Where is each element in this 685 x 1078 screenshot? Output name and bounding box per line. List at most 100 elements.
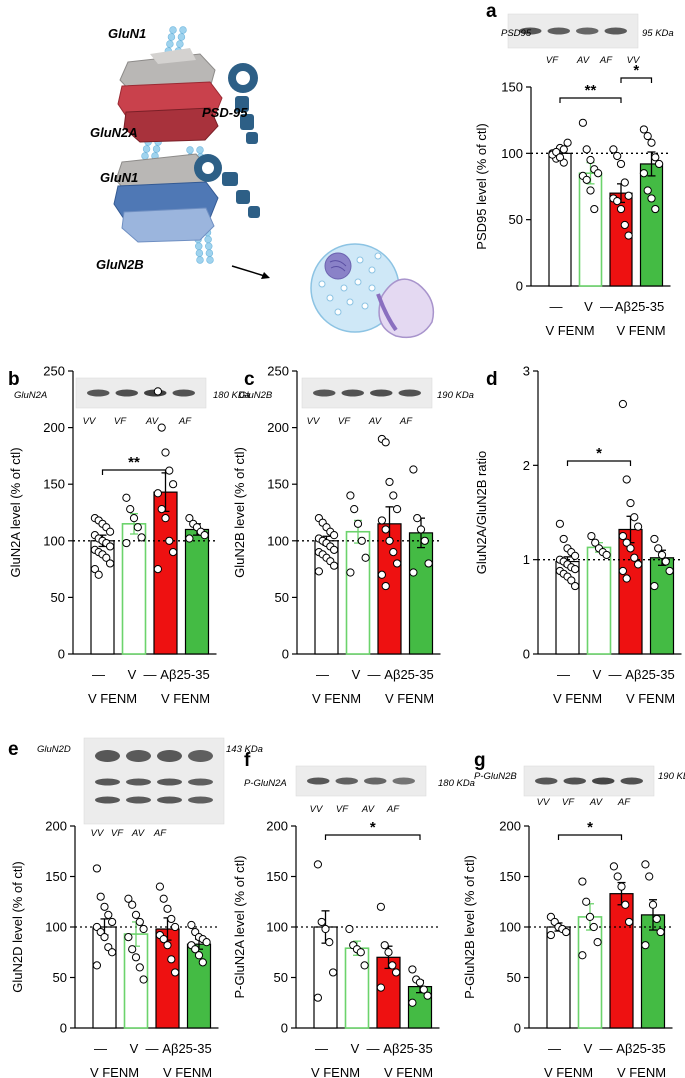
blot-lane-label: VF xyxy=(114,416,127,427)
data-point xyxy=(587,531,596,541)
significance-label: * xyxy=(587,819,593,836)
y-tick-label: 150 xyxy=(266,869,288,884)
data-point xyxy=(167,955,176,964)
data-point xyxy=(161,514,170,523)
blot-protein-label: P-GluN2A xyxy=(244,778,287,789)
y-tick-label: 0 xyxy=(58,647,65,662)
blot-protein-label: GluN2B xyxy=(239,390,273,401)
x-cond-row1-label: — xyxy=(548,1041,561,1056)
x-cond-row2-right: V FENM xyxy=(384,1065,433,1078)
y-tick-label: 50 xyxy=(274,970,288,985)
panel-e: e GluN2D 143 KDa VV VF AV AF 0 50 100 150 200 GluN2D… xyxy=(8,737,263,1078)
x-cond-row2-left: V FENM xyxy=(545,323,594,338)
data-point xyxy=(380,941,389,950)
membrane-bead xyxy=(206,256,214,264)
data-point xyxy=(582,175,591,184)
data-point xyxy=(346,491,355,500)
panel-label: g xyxy=(474,750,486,771)
x-cond-row1-label: — xyxy=(316,667,329,682)
membrane-bead xyxy=(205,249,214,257)
data-point xyxy=(171,968,180,977)
blot-band xyxy=(126,796,151,804)
data-point xyxy=(643,186,652,195)
data-point xyxy=(594,169,603,178)
y-tick-label: 200 xyxy=(266,819,288,834)
data-point xyxy=(321,924,330,934)
data-point xyxy=(609,862,619,871)
data-point xyxy=(647,138,656,147)
data-point xyxy=(350,505,359,514)
data-point xyxy=(194,951,204,960)
membrane-bead xyxy=(166,40,174,48)
data-point xyxy=(590,204,599,214)
y-tick-label: 50 xyxy=(275,590,289,605)
data-point xyxy=(415,978,425,987)
blot-lane-label: VV xyxy=(627,55,641,66)
blot-band xyxy=(335,777,358,785)
bar xyxy=(344,947,370,1029)
synapse-icon xyxy=(310,243,435,339)
data-point xyxy=(559,145,568,154)
data-point xyxy=(161,448,170,457)
panel-label: f xyxy=(244,750,251,771)
data-point xyxy=(630,513,639,522)
data-point xyxy=(139,924,148,934)
data-point xyxy=(137,533,146,542)
data-point xyxy=(622,574,631,583)
panel-f: f P-GluN2A 180 KDa VV VF AV AF 0 50 100 150 200 P-Gl… xyxy=(232,750,475,1078)
significance-label: ** xyxy=(128,454,140,471)
data-point xyxy=(313,993,322,1002)
blot-lane-label: AF xyxy=(399,416,413,427)
membrane-bead xyxy=(195,242,203,250)
blot-lane-label: VV xyxy=(91,828,105,839)
data-point xyxy=(94,570,103,579)
x-cond-row1-label: V xyxy=(593,667,602,682)
data-point xyxy=(314,567,323,576)
blot-band xyxy=(188,796,213,804)
blot-lane-label: AV xyxy=(145,416,160,427)
bar xyxy=(92,926,117,1029)
blot-protein-label: PSD95 xyxy=(501,28,532,39)
blot-band xyxy=(519,27,542,35)
significance-bracket xyxy=(566,460,632,466)
data-point xyxy=(655,159,664,169)
y-tick-label: 150 xyxy=(501,80,523,95)
data-point xyxy=(124,933,133,942)
data-point xyxy=(163,904,172,913)
x-cond-row1-label: — xyxy=(92,667,105,682)
data-point xyxy=(582,145,591,154)
significance-label: * xyxy=(370,819,376,836)
data-point xyxy=(613,151,622,161)
x-cond-row1-label: Aβ25-35 xyxy=(160,667,209,682)
data-point xyxy=(92,864,102,873)
blot-band xyxy=(576,27,599,35)
data-point xyxy=(353,519,363,528)
x-cond-row2-left: V FENM xyxy=(88,691,137,706)
x-cond-row1-label: — xyxy=(368,667,381,682)
data-point xyxy=(648,900,658,909)
blot-band xyxy=(188,778,213,786)
data-point xyxy=(571,581,580,591)
blot-band xyxy=(370,389,393,397)
data-point xyxy=(159,935,168,944)
y-tick-label: 100 xyxy=(45,920,67,935)
x-cond-row1-label: — xyxy=(146,1041,159,1056)
data-point xyxy=(423,991,432,1000)
x-cond-row1-label: — xyxy=(600,1041,613,1056)
y-tick-label: 50 xyxy=(51,590,65,605)
data-point xyxy=(376,983,385,992)
y-tick-label: 100 xyxy=(499,920,521,935)
data-point xyxy=(108,917,117,927)
y-tick-label: 0 xyxy=(60,1021,67,1036)
data-point xyxy=(578,951,587,960)
data-point xyxy=(652,914,661,924)
data-point xyxy=(409,465,418,474)
data-point xyxy=(555,153,565,162)
data-point xyxy=(131,910,141,919)
blot-band xyxy=(87,389,110,397)
blot-band xyxy=(392,777,415,785)
data-point xyxy=(345,924,354,934)
data-point xyxy=(106,542,115,551)
data-point xyxy=(106,559,115,568)
data-point xyxy=(656,927,665,937)
